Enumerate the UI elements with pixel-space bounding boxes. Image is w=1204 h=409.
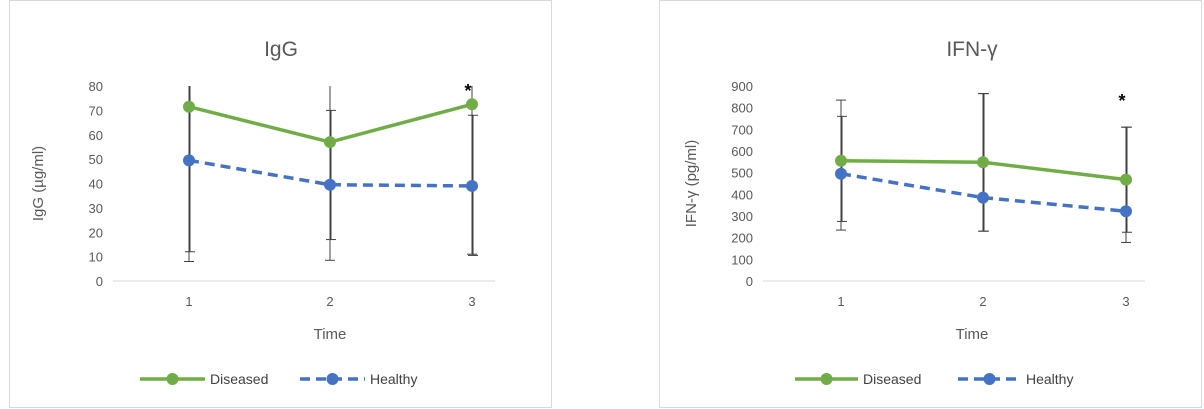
data-point-diseased <box>466 98 478 111</box>
data-point-diseased <box>835 154 847 167</box>
data-point-healthy <box>466 179 478 192</box>
y-tick-label: 800 <box>731 101 753 116</box>
y-tick-label: 70 <box>89 103 103 118</box>
legend-label-diseased: Diseased <box>210 371 268 387</box>
y-tick-label: 700 <box>731 122 753 137</box>
y-tick-label: 60 <box>89 128 103 143</box>
legend-marker-healthy <box>326 373 339 385</box>
igg-chart-panel: IgG 0 10 20 30 40 50 60 70 80 1 2 3 Time IgG (µg/ml) * D… <box>9 0 552 408</box>
y-tick-label: 20 <box>89 225 103 240</box>
legend-label-healthy: Healthy <box>1026 371 1073 387</box>
ifn-gamma-chart: IFN-γ 0 100 200 300 400 500 600 700 800 900 1 2 3 Time… <box>683 38 1145 387</box>
x-axis-title: Time <box>956 326 989 343</box>
y-tick-label: 10 <box>89 250 103 265</box>
y-tick-label: 80 <box>89 79 103 94</box>
x-tick-label: 2 <box>326 294 333 309</box>
legend-marker-diseased <box>820 373 833 385</box>
data-point-diseased <box>324 136 336 149</box>
significance-star: * <box>1118 91 1125 111</box>
y-tick-label: 0 <box>96 274 103 289</box>
y-tick-label: 30 <box>89 201 103 216</box>
data-point-healthy <box>183 154 195 167</box>
y-tick-label: 50 <box>89 152 103 167</box>
y-tick-label: 500 <box>731 166 753 181</box>
significance-star: * <box>464 81 471 101</box>
y-tick-label: 40 <box>89 177 103 192</box>
data-point-healthy <box>1120 205 1132 218</box>
data-point-healthy <box>977 191 989 204</box>
x-tick-label: 3 <box>468 294 475 309</box>
y-axis-title: IgG (µg/ml) <box>30 146 47 221</box>
data-point-healthy <box>324 178 336 191</box>
y-tick-label: 400 <box>731 187 753 202</box>
y-tick-label: 100 <box>731 252 753 267</box>
legend-label-diseased: Diseased <box>863 371 921 387</box>
data-point-diseased <box>183 100 195 113</box>
x-tick-label: 1 <box>837 294 844 309</box>
data-point-diseased <box>1120 173 1132 186</box>
y-tick-label: 300 <box>731 209 753 224</box>
y-tick-label: 200 <box>731 231 753 246</box>
igg-chart: IgG 0 10 20 30 40 50 60 70 80 1 2 3 Time IgG (µg/ml) * D… <box>30 38 495 387</box>
ifn-gamma-chart-panel: IFN-γ 0 100 200 300 400 500 600 700 800 900 1 2 3 Time… <box>659 0 1202 408</box>
x-tick-label: 3 <box>1122 294 1129 309</box>
data-point-healthy <box>835 167 847 180</box>
y-tick-label: 0 <box>746 274 753 289</box>
legend-marker-healthy <box>983 373 996 385</box>
chart-title: IgG <box>264 38 298 61</box>
chart-title: IFN-γ <box>946 38 998 61</box>
y-axis-title: IFN-γ (pg/ml) <box>683 140 700 228</box>
x-tick-label: 1 <box>185 294 192 309</box>
legend-marker-diseased <box>166 373 179 385</box>
x-axis-title: Time <box>314 326 347 343</box>
legend-label-healthy: Healthy <box>370 371 417 387</box>
y-tick-label: 900 <box>731 79 753 94</box>
y-tick-label: 600 <box>731 144 753 159</box>
data-point-diseased <box>977 156 989 169</box>
x-tick-label: 2 <box>979 294 986 309</box>
